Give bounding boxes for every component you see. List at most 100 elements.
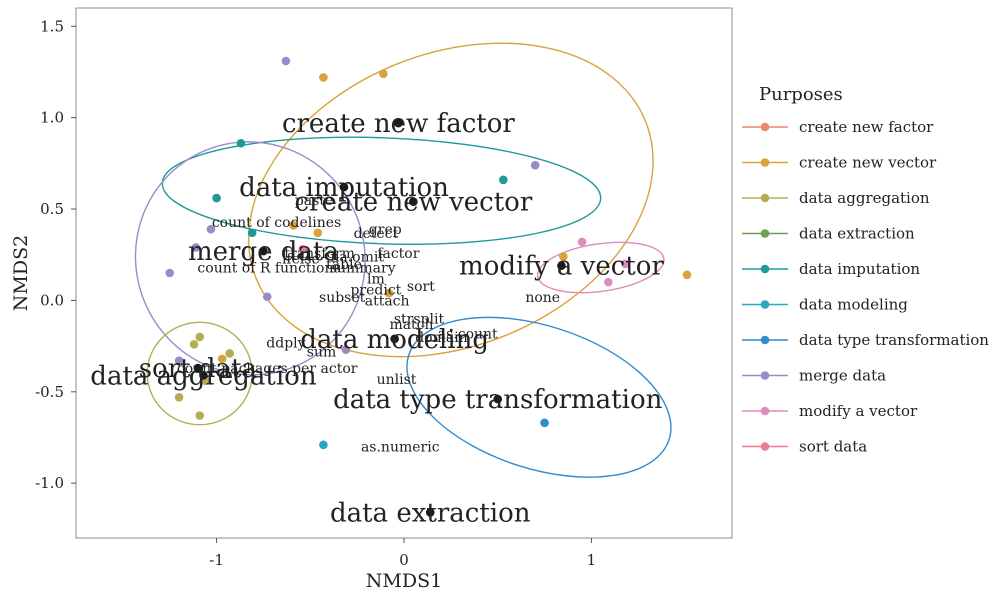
- legend-key-point: [760, 335, 770, 345]
- function-label-sort: sort: [407, 279, 435, 295]
- function-label-match: match: [389, 317, 433, 333]
- legend-label: data extraction: [799, 225, 915, 243]
- legend-label: data modeling: [799, 296, 908, 314]
- legend-key-point: [760, 300, 770, 309]
- legend-label: create new factor: [799, 118, 934, 136]
- point-create-new-vector: [559, 252, 568, 261]
- centroid-label-sort-data: sort data: [139, 354, 257, 384]
- legend-item-data-imputation: data imputation: [742, 260, 920, 278]
- legend-item-create-new-factor: create new factor: [742, 118, 934, 136]
- point-modify-a-vector: [620, 259, 630, 269]
- centroid-layer: [193, 118, 566, 517]
- function-label-paste: paste: [295, 193, 333, 209]
- point-modify-a-vector: [603, 277, 613, 287]
- x-axis-title: NMDS1: [366, 570, 442, 592]
- legend-key-point: [760, 122, 770, 132]
- y-tick-label: -0.5: [35, 383, 64, 401]
- x-tick-label: -1: [209, 551, 224, 569]
- point-modify-a-vector: [577, 237, 587, 247]
- ellipse-create-new-vector: [247, 42, 654, 358]
- centroid-label-data-imputation: data imputation: [239, 173, 449, 203]
- function-label-grep: grep: [369, 222, 402, 238]
- point-create-new-vector: [384, 288, 394, 298]
- centroid-data-modeling: [390, 334, 399, 344]
- function-label-lm: lm: [367, 271, 385, 287]
- legend-title: Purposes: [759, 84, 843, 105]
- legend-key-point: [760, 229, 770, 238]
- point-data-aggregation: [174, 392, 184, 402]
- ellipse-data-aggregation: [146, 321, 253, 426]
- y-tick-label: 0.0: [40, 291, 64, 309]
- point-data-aggregation: [195, 332, 205, 342]
- legend-item-sort-data: sort data: [742, 438, 867, 456]
- centroid-label-data-modeling: data modeling: [300, 325, 489, 355]
- y-tick-label: 1.0: [40, 109, 64, 127]
- legend-label: data aggregation: [799, 189, 930, 207]
- legend-item-merge-data: merge data: [742, 367, 886, 385]
- function-label-unlist: unlist: [377, 372, 417, 388]
- legend-label: sort data: [799, 438, 867, 456]
- x-axis: -1 0 1: [209, 538, 596, 569]
- function-label-predict: predict: [350, 282, 401, 298]
- ellipse-layer: [134, 42, 672, 478]
- y-axis-title: NMDS2: [10, 235, 32, 311]
- centroid-label-data-type-transformation: data type transformation: [333, 385, 663, 415]
- point-merge-data: [206, 224, 216, 234]
- point-create-new-vector: [313, 228, 323, 238]
- ellipse-merge-data: [134, 141, 366, 376]
- function-label-count-of-r-functions: count of R functions: [197, 261, 340, 277]
- legend-label: modify a vector: [799, 402, 918, 420]
- point-merge-data: [191, 243, 201, 252]
- legend-label: create new vector: [799, 154, 937, 172]
- centroid-modify-a-vector: [557, 261, 566, 270]
- centroid-create-new-factor: [394, 118, 403, 128]
- y-tick-label: 0.5: [40, 200, 64, 218]
- point-data-imputation: [236, 138, 246, 148]
- point-data-imputation: [212, 193, 221, 203]
- function-label-subset: subset: [319, 290, 366, 306]
- legend-item-data-type-transformation: data type transformation: [742, 331, 989, 349]
- function-label-factor: factor: [377, 246, 419, 262]
- legend-key-point: [760, 193, 770, 203]
- function-label-table: table: [326, 257, 362, 273]
- point-create-new-vector: [682, 270, 692, 280]
- y-tick-label: -1.0: [35, 474, 64, 492]
- function-label-strsplit: strsplit: [394, 312, 445, 328]
- legend-item-data-aggregation: data aggregation: [742, 189, 930, 207]
- centroid-create-new-vector: [409, 197, 418, 207]
- x-tick-label: 1: [587, 551, 597, 569]
- function-label-count-packages-per-actor: count packages per actor: [177, 361, 358, 377]
- ellipse-modify-a-vector: [536, 241, 665, 294]
- point-sort-data: [298, 244, 308, 254]
- plot-panel-background: [76, 8, 732, 538]
- legend: Purposes create new factor create new vec…: [742, 84, 989, 456]
- legend-key-point: [760, 158, 770, 167]
- centroid-data-type-transformation: [493, 394, 503, 404]
- point-data-imputation: [499, 175, 508, 185]
- point-data-aggregation: [225, 349, 234, 358]
- point-data-type-transformation: [540, 418, 549, 428]
- function-label-none: none: [525, 290, 560, 306]
- function-label-domain: domain: [415, 330, 468, 346]
- y-tick-label: 1.5: [40, 17, 64, 35]
- point-create-new-vector: [319, 73, 328, 82]
- function-label-as-count: as.count: [438, 326, 498, 342]
- legend-item-create-new-vector: create new vector: [742, 154, 937, 172]
- centroid-data-aggregation: [199, 371, 208, 380]
- y-axis: 1.5 1.0 0.5 0.0 -0.5 -1.0: [35, 17, 76, 492]
- centroid-label-data-aggregation: data aggregation: [90, 361, 317, 391]
- ellipse-data-type-transformation: [406, 316, 672, 478]
- centroid-data-extraction: [425, 508, 435, 517]
- legend-label: data type transformation: [799, 331, 989, 349]
- point-layer: [165, 56, 692, 450]
- legend-key-point: [760, 264, 770, 274]
- function-label-as-numeric: as.numeric: [361, 440, 440, 456]
- point-data-aggregation: [195, 411, 205, 420]
- legend-key-point: [760, 442, 770, 451]
- centroid-label-create-new-factor: create new factor: [282, 109, 515, 139]
- function-label-attach: attach: [365, 293, 410, 309]
- point-data-modeling: [319, 440, 328, 450]
- legend-label: data imputation: [799, 260, 920, 278]
